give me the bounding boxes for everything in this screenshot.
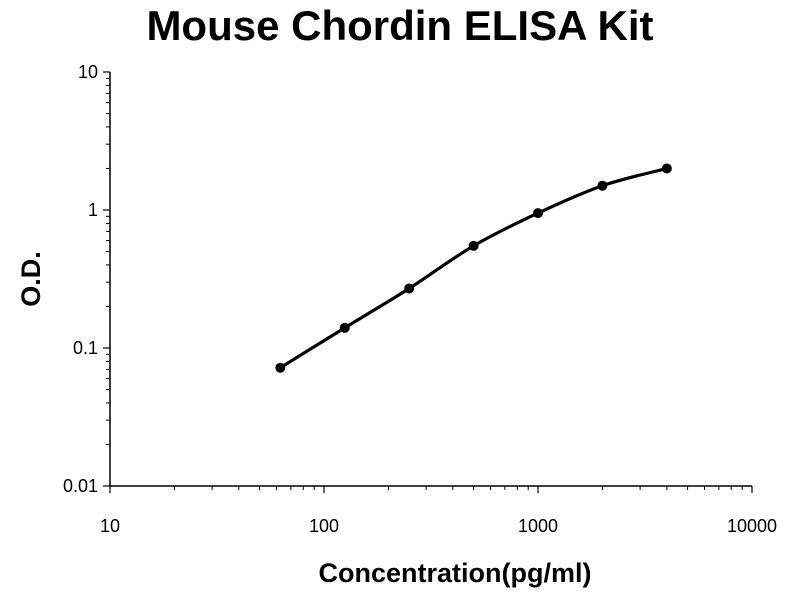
x-tick-label: 10000 (727, 516, 777, 536)
y-axis-ticks (103, 71, 110, 487)
x-tick-label: 100 (309, 516, 339, 536)
y-tick-label: 10 (78, 62, 98, 82)
data-point (339, 322, 350, 333)
y-axis-tick-labels: 0.01 0.1 1 10 (63, 62, 98, 496)
y-tick-label: 0.01 (63, 476, 98, 496)
chart-title: Mouse Chordin ELISA Kit (146, 2, 653, 49)
data-point (404, 283, 415, 294)
y-tick-label: 1 (88, 200, 98, 220)
x-axis-title: Concentration(pg/ml) (319, 558, 592, 588)
x-axis-tick-labels: 10 100 1000 10000 (100, 516, 777, 536)
data-point (468, 240, 479, 251)
x-tick-label: 1000 (518, 516, 558, 536)
data-point (597, 180, 608, 191)
data-point (661, 163, 672, 174)
y-axis-title: O.D. (16, 251, 46, 307)
x-tick-label: 10 (100, 516, 120, 536)
x-axis-ticks (109, 486, 753, 493)
series-layer (275, 163, 672, 373)
axes (109, 72, 752, 487)
data-point (533, 208, 543, 219)
y-tick-label: 0.1 (73, 338, 98, 358)
data-point (275, 362, 286, 373)
